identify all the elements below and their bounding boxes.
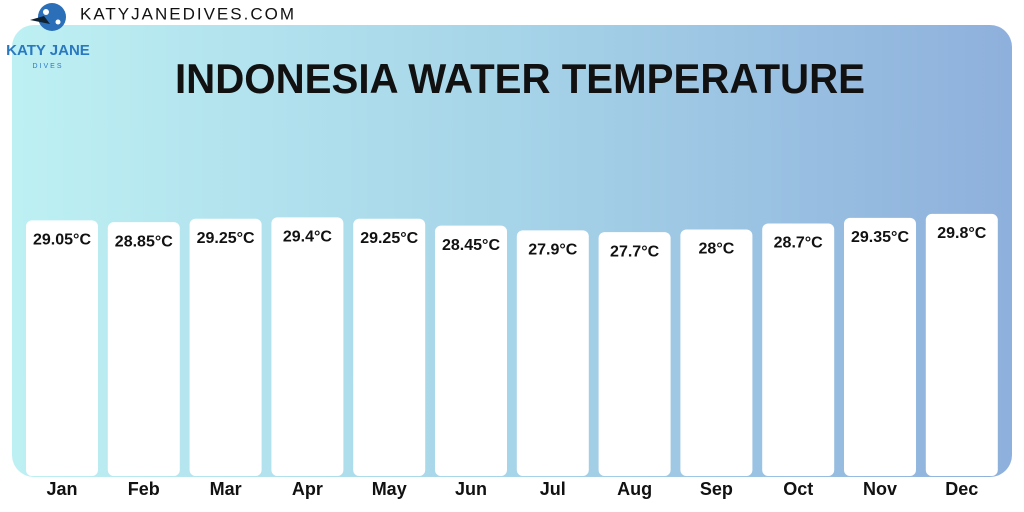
panel bbox=[12, 25, 1012, 477]
logo-subtext: DIVES bbox=[32, 63, 63, 70]
bar bbox=[271, 217, 344, 476]
value-label: 27.9°C bbox=[528, 242, 578, 259]
x-tick-label: Jul bbox=[540, 479, 566, 499]
x-tick-label: Dec bbox=[945, 479, 978, 499]
x-tick-label: Nov bbox=[863, 479, 897, 499]
value-label: 29.25°C bbox=[197, 230, 255, 247]
site-url: KATYJANEDIVES.COM bbox=[80, 4, 296, 23]
x-tick-label: Oct bbox=[783, 479, 813, 499]
value-label: 29.25°C bbox=[360, 230, 418, 247]
value-label: 29.8°C bbox=[937, 225, 987, 242]
x-tick-label: Feb bbox=[128, 479, 160, 499]
x-tick-label: Aug bbox=[617, 479, 652, 499]
bar bbox=[598, 232, 671, 476]
x-tick-label: Apr bbox=[292, 479, 323, 499]
logo-icon bbox=[30, 3, 66, 31]
x-tick-label: Jan bbox=[46, 479, 77, 499]
value-label: 29.05°C bbox=[33, 232, 91, 249]
value-label: 29.35°C bbox=[851, 229, 909, 246]
value-label: 29.4°C bbox=[283, 229, 333, 246]
bar bbox=[516, 230, 589, 476]
x-tick-label: May bbox=[372, 479, 407, 499]
bar bbox=[189, 218, 262, 476]
bar bbox=[925, 213, 998, 476]
value-label: 27.7°C bbox=[610, 243, 660, 260]
value-label: 28.45°C bbox=[442, 237, 500, 254]
bar bbox=[435, 225, 507, 476]
x-tick-label: Sep bbox=[700, 479, 733, 499]
x-tick-label: Mar bbox=[210, 479, 242, 499]
bar bbox=[844, 217, 916, 477]
bar bbox=[762, 223, 835, 476]
value-label: 28°C bbox=[699, 241, 735, 258]
chart-title: INDONESIA WATER TEMPERATURE bbox=[175, 55, 865, 102]
bar bbox=[26, 220, 98, 476]
x-tick-label: Jun bbox=[455, 479, 487, 499]
value-label: 28.7°C bbox=[774, 235, 824, 252]
bar bbox=[680, 229, 753, 476]
bar bbox=[353, 218, 426, 476]
value-label: 28.85°C bbox=[115, 233, 173, 250]
logo-text: KATY JANE bbox=[6, 42, 90, 59]
bar bbox=[107, 222, 180, 476]
